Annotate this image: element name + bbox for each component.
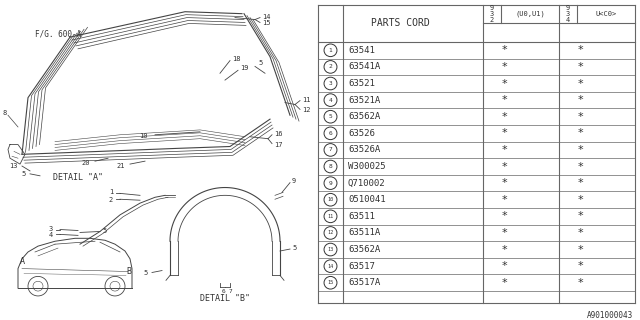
Text: *: * bbox=[502, 78, 507, 89]
Text: 11: 11 bbox=[302, 97, 310, 103]
Text: 63541A: 63541A bbox=[348, 62, 380, 71]
Text: (U0,U1): (U0,U1) bbox=[515, 11, 545, 17]
Text: *: * bbox=[577, 45, 583, 55]
Text: W300025: W300025 bbox=[348, 162, 386, 171]
Text: 12: 12 bbox=[328, 230, 333, 236]
Text: 13: 13 bbox=[328, 247, 333, 252]
Text: 63511: 63511 bbox=[348, 212, 375, 221]
Text: *: * bbox=[502, 95, 507, 105]
Text: 5: 5 bbox=[328, 114, 332, 119]
Text: 3: 3 bbox=[328, 81, 332, 86]
Text: *: * bbox=[577, 112, 583, 122]
Text: 9
3
4: 9 3 4 bbox=[566, 5, 570, 23]
Text: PARTS CORD: PARTS CORD bbox=[371, 19, 430, 28]
Text: 6: 6 bbox=[222, 289, 226, 293]
Text: *: * bbox=[502, 62, 507, 72]
Text: 7: 7 bbox=[229, 289, 233, 293]
Text: 63511A: 63511A bbox=[348, 228, 380, 237]
Text: *: * bbox=[502, 244, 507, 254]
Text: 19: 19 bbox=[240, 65, 248, 71]
Text: *: * bbox=[577, 145, 583, 155]
Text: 10: 10 bbox=[140, 133, 148, 139]
Text: 8: 8 bbox=[3, 110, 7, 116]
Text: 63562A: 63562A bbox=[348, 245, 380, 254]
Text: 10: 10 bbox=[328, 197, 333, 202]
Text: 63521A: 63521A bbox=[348, 96, 380, 105]
Text: *: * bbox=[502, 45, 507, 55]
Text: 14: 14 bbox=[262, 14, 271, 20]
Text: *: * bbox=[577, 211, 583, 221]
Text: 5: 5 bbox=[22, 171, 26, 177]
Text: *: * bbox=[502, 178, 507, 188]
Text: 21: 21 bbox=[116, 163, 125, 169]
Text: 2: 2 bbox=[328, 64, 332, 69]
Text: *: * bbox=[502, 145, 507, 155]
Text: A901000043: A901000043 bbox=[587, 311, 633, 320]
Text: *: * bbox=[502, 162, 507, 172]
Text: 8: 8 bbox=[328, 164, 332, 169]
Text: 63517: 63517 bbox=[348, 262, 375, 271]
Text: 63521: 63521 bbox=[348, 79, 375, 88]
Text: 20: 20 bbox=[81, 160, 90, 166]
Text: 4: 4 bbox=[328, 98, 332, 103]
Text: DETAIL "A": DETAIL "A" bbox=[53, 173, 103, 182]
Text: 5: 5 bbox=[102, 228, 106, 235]
Text: 7: 7 bbox=[328, 148, 332, 152]
Text: 1: 1 bbox=[328, 48, 332, 53]
Bar bbox=[318, 5, 635, 303]
Text: 11: 11 bbox=[328, 214, 333, 219]
Text: 9: 9 bbox=[328, 180, 332, 186]
Text: 13: 13 bbox=[10, 163, 18, 169]
Text: *: * bbox=[577, 244, 583, 254]
Text: 3: 3 bbox=[49, 226, 53, 232]
Text: 16: 16 bbox=[274, 131, 282, 137]
Text: *: * bbox=[502, 228, 507, 238]
Text: *: * bbox=[502, 211, 507, 221]
Text: F/G. 600-A: F/G. 600-A bbox=[35, 30, 81, 39]
Text: A: A bbox=[20, 257, 25, 266]
Text: DETAIL "B": DETAIL "B" bbox=[200, 294, 250, 303]
Text: 63517A: 63517A bbox=[348, 278, 380, 287]
Text: 9
3
2: 9 3 2 bbox=[490, 5, 494, 23]
Text: *: * bbox=[502, 112, 507, 122]
Text: Q710002: Q710002 bbox=[348, 179, 386, 188]
Text: 5: 5 bbox=[292, 245, 296, 251]
Text: *: * bbox=[577, 228, 583, 238]
Text: *: * bbox=[502, 195, 507, 205]
Text: 12: 12 bbox=[302, 108, 310, 113]
Text: *: * bbox=[577, 178, 583, 188]
Text: 15: 15 bbox=[328, 280, 333, 285]
Text: *: * bbox=[577, 62, 583, 72]
Text: *: * bbox=[577, 261, 583, 271]
Text: 5: 5 bbox=[258, 60, 262, 67]
Text: *: * bbox=[502, 261, 507, 271]
Text: *: * bbox=[577, 162, 583, 172]
Text: 0510041: 0510041 bbox=[348, 195, 386, 204]
Text: 18: 18 bbox=[232, 56, 241, 62]
Text: *: * bbox=[577, 95, 583, 105]
Text: 14: 14 bbox=[328, 264, 333, 269]
Text: *: * bbox=[502, 128, 507, 138]
Text: *: * bbox=[577, 128, 583, 138]
Text: 5: 5 bbox=[144, 270, 148, 276]
Text: B: B bbox=[126, 267, 131, 276]
Text: 9: 9 bbox=[292, 178, 296, 184]
Text: 63562A: 63562A bbox=[348, 112, 380, 121]
Text: 4: 4 bbox=[49, 232, 53, 238]
Text: 63541: 63541 bbox=[348, 46, 375, 55]
Text: 2: 2 bbox=[109, 197, 113, 203]
Text: 63526A: 63526A bbox=[348, 145, 380, 155]
Text: 1: 1 bbox=[109, 189, 113, 196]
Text: *: * bbox=[577, 195, 583, 205]
Text: U<C0>: U<C0> bbox=[595, 11, 616, 17]
Text: *: * bbox=[577, 78, 583, 89]
Text: 15: 15 bbox=[262, 20, 271, 27]
Text: 63526: 63526 bbox=[348, 129, 375, 138]
Text: 17: 17 bbox=[274, 141, 282, 148]
Text: *: * bbox=[502, 278, 507, 288]
Text: *: * bbox=[577, 278, 583, 288]
Text: 6: 6 bbox=[328, 131, 332, 136]
